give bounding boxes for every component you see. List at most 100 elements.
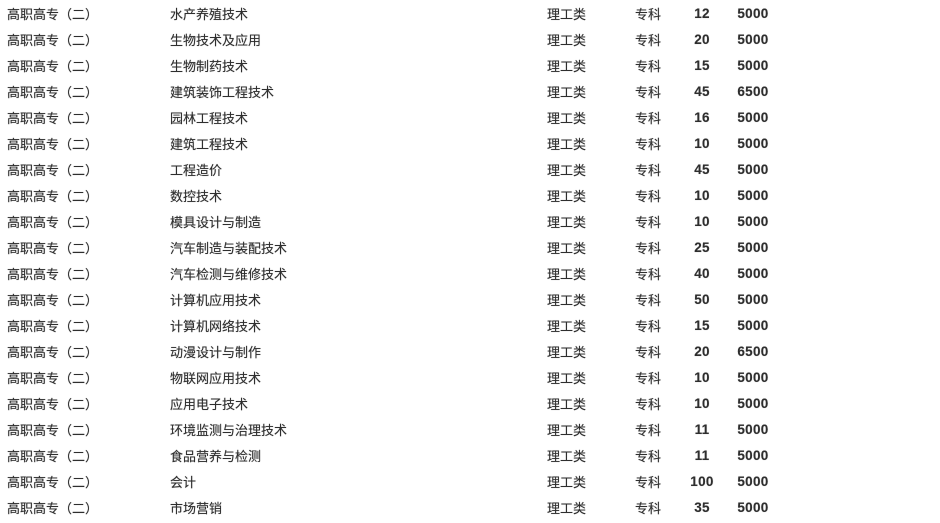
tuition-cell: 5000	[737, 473, 769, 489]
quota-cell: 20	[694, 343, 710, 359]
tuition-cell: 5000	[737, 291, 769, 307]
level-cell: 专科	[635, 370, 662, 386]
level-cell: 专科	[635, 292, 662, 308]
tuition-cell: 6500	[737, 83, 769, 99]
tuition-cell: 5000	[737, 57, 769, 73]
tuition-cell: 5000	[737, 265, 769, 281]
subject-category-cell: 理工类	[547, 448, 587, 464]
subject-category-cell: 理工类	[547, 110, 587, 126]
major-cell: 食品营养与检测	[170, 448, 262, 464]
tuition-cell: 5000	[737, 421, 769, 437]
level-cell: 专科	[635, 58, 662, 74]
level-cell: 专科	[635, 136, 662, 152]
subject-category-cell: 理工类	[547, 292, 587, 308]
table-row: 高职高专（二） 动漫设计与制作 理工类 专科 20 6500	[0, 338, 940, 364]
subject-category-cell: 理工类	[547, 32, 587, 48]
batch-cell: 高职高专（二）	[7, 84, 99, 100]
batch-cell: 高职高专（二）	[7, 292, 99, 308]
quota-cell: 45	[694, 161, 710, 177]
quota-cell: 15	[694, 57, 710, 73]
subject-category-cell: 理工类	[547, 214, 587, 230]
table-row: 高职高专（二） 环境监测与治理技术 理工类 专科 11 5000	[0, 416, 940, 442]
batch-cell: 高职高专（二）	[7, 6, 99, 22]
tuition-cell: 5000	[737, 135, 769, 151]
table-row: 高职高专（二） 生物制药技术 理工类 专科 15 5000	[0, 52, 940, 78]
major-cell: 汽车检测与维修技术	[170, 266, 288, 282]
batch-cell: 高职高专（二）	[7, 188, 99, 204]
major-cell: 工程造价	[170, 162, 223, 178]
tuition-cell: 5000	[737, 5, 769, 21]
level-cell: 专科	[635, 32, 662, 48]
batch-cell: 高职高专（二）	[7, 422, 99, 438]
level-cell: 专科	[635, 448, 662, 464]
quota-cell: 12	[694, 5, 710, 21]
subject-category-cell: 理工类	[547, 6, 587, 22]
table-row: 高职高专（二） 生物技术及应用 理工类 专科 20 5000	[0, 26, 940, 52]
quota-cell: 16	[694, 109, 710, 125]
level-cell: 专科	[635, 318, 662, 334]
quota-cell: 11	[694, 447, 710, 463]
major-cell: 计算机网络技术	[170, 318, 262, 334]
tuition-cell: 5000	[737, 213, 769, 229]
level-cell: 专科	[635, 84, 662, 100]
level-cell: 专科	[635, 162, 662, 178]
level-cell: 专科	[635, 266, 662, 282]
table-row: 高职高专（二） 计算机应用技术 理工类 专科 50 5000	[0, 286, 940, 312]
major-cell: 模具设计与制造	[170, 214, 262, 230]
major-cell: 动漫设计与制作	[170, 344, 262, 360]
tuition-cell: 5000	[737, 499, 769, 515]
table-row: 高职高专（二） 汽车检测与维修技术 理工类 专科 40 5000	[0, 260, 940, 286]
major-cell: 建筑装饰工程技术	[170, 84, 275, 100]
table-row: 高职高专（二） 工程造价 理工类 专科 45 5000	[0, 156, 940, 182]
batch-cell: 高职高专（二）	[7, 474, 99, 490]
tuition-cell: 5000	[737, 369, 769, 385]
level-cell: 专科	[635, 110, 662, 126]
level-cell: 专科	[635, 422, 662, 438]
table-row: 高职高专（二） 水产养殖技术 理工类 专科 12 5000	[0, 0, 940, 26]
level-cell: 专科	[635, 214, 662, 230]
quota-cell: 10	[694, 187, 710, 203]
quota-cell: 10	[694, 369, 710, 385]
batch-cell: 高职高专（二）	[7, 266, 99, 282]
level-cell: 专科	[635, 344, 662, 360]
subject-category-cell: 理工类	[547, 396, 587, 412]
subject-category-cell: 理工类	[547, 344, 587, 360]
subject-category-cell: 理工类	[547, 58, 587, 74]
batch-cell: 高职高专（二）	[7, 500, 99, 516]
subject-category-cell: 理工类	[547, 318, 587, 334]
batch-cell: 高职高专（二）	[7, 396, 99, 412]
subject-category-cell: 理工类	[547, 162, 587, 178]
level-cell: 专科	[635, 240, 662, 256]
major-cell: 建筑工程技术	[170, 136, 249, 152]
major-cell: 数控技术	[170, 188, 223, 204]
table-row: 高职高专（二） 模具设计与制造 理工类 专科 10 5000	[0, 208, 940, 234]
tuition-cell: 5000	[737, 109, 769, 125]
table-row: 高职高专（二） 市场营销 理工类 专科 35 5000	[0, 494, 940, 520]
quota-cell: 10	[694, 135, 710, 151]
batch-cell: 高职高专（二）	[7, 318, 99, 334]
batch-cell: 高职高专（二）	[7, 240, 99, 256]
batch-cell: 高职高专（二）	[7, 58, 99, 74]
batch-cell: 高职高专（二）	[7, 32, 99, 48]
table-row: 高职高专（二） 建筑工程技术 理工类 专科 10 5000	[0, 130, 940, 156]
level-cell: 专科	[635, 6, 662, 22]
batch-cell: 高职高专（二）	[7, 214, 99, 230]
level-cell: 专科	[635, 188, 662, 204]
tuition-cell: 5000	[737, 447, 769, 463]
table-row: 高职高专（二） 园林工程技术 理工类 专科 16 5000	[0, 104, 940, 130]
major-cell: 生物制药技术	[170, 58, 249, 74]
tuition-cell: 5000	[737, 317, 769, 333]
major-cell: 计算机应用技术	[170, 292, 262, 308]
major-cell: 生物技术及应用	[170, 32, 262, 48]
quota-cell: 10	[694, 213, 710, 229]
table-row: 高职高专（二） 应用电子技术 理工类 专科 10 5000	[0, 390, 940, 416]
quota-cell: 15	[694, 317, 710, 333]
table-row: 高职高专（二） 计算机网络技术 理工类 专科 15 5000	[0, 312, 940, 338]
quota-cell: 100	[690, 473, 714, 489]
tuition-cell: 5000	[737, 161, 769, 177]
subject-category-cell: 理工类	[547, 84, 587, 100]
batch-cell: 高职高专（二）	[7, 162, 99, 178]
subject-category-cell: 理工类	[547, 500, 587, 516]
major-cell: 物联网应用技术	[170, 370, 262, 386]
